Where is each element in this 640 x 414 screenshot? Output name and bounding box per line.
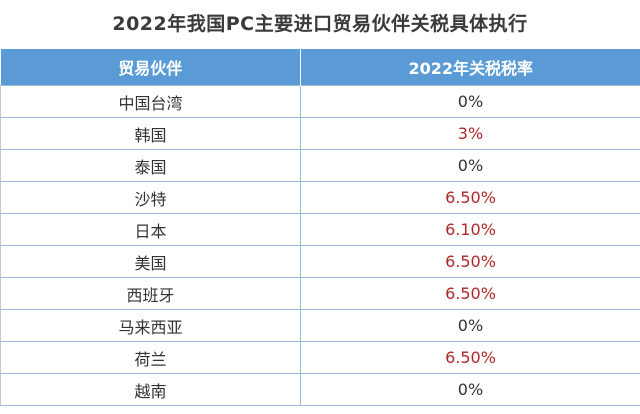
partner-cell: 沙特	[0, 181, 301, 214]
table-row: 西班牙 6.50%	[0, 277, 640, 310]
partner-cell: 日本	[0, 213, 301, 246]
table-row: 越南 0%	[0, 373, 640, 406]
table-row: 美国 6.50%	[0, 245, 640, 278]
table-title: 2022年我国PC主要进口贸易伙伴关税具体执行	[112, 13, 528, 35]
rate-cell: 0%	[300, 85, 640, 118]
rate-cell: 6.10%	[300, 213, 640, 246]
partner-cell: 荷兰	[0, 341, 301, 374]
rate-cell: 6.50%	[300, 181, 640, 214]
partner-cell: 泰国	[0, 149, 301, 182]
rate-cell: 6.50%	[300, 245, 640, 278]
partner-cell: 马来西亚	[0, 309, 301, 342]
table-row: 中国台湾 0%	[0, 85, 640, 118]
partner-cell: 越南	[0, 373, 301, 406]
rate-cell: 0%	[300, 149, 640, 182]
rate-cell: 6.50%	[300, 341, 640, 374]
rate-cell: 6.50%	[300, 277, 640, 310]
table-row: 荷兰 6.50%	[0, 341, 640, 374]
table-row: 马来西亚 0%	[0, 309, 640, 342]
rate-cell: 3%	[300, 117, 640, 150]
rate-cell: 0%	[300, 373, 640, 406]
table-row: 沙特 6.50%	[0, 181, 640, 214]
header-tariff-rate: 2022年关税税率	[300, 49, 640, 86]
table-header-row: 贸易伙伴 2022年关税税率	[0, 49, 640, 86]
table-row: 泰国 0%	[0, 149, 640, 182]
partner-cell: 中国台湾	[0, 85, 301, 118]
header-partner: 贸易伙伴	[0, 49, 301, 86]
partner-cell: 西班牙	[0, 277, 301, 310]
partner-cell: 韩国	[0, 117, 301, 150]
table-row: 日本 6.10%	[0, 213, 640, 246]
rate-cell: 0%	[300, 309, 640, 342]
table-row: 韩国 3%	[0, 117, 640, 150]
tariff-table: 贸易伙伴 2022年关税税率 中国台湾 0% 韩国 3% 泰国 0% 沙特 6.…	[0, 49, 640, 406]
partner-cell: 美国	[0, 245, 301, 278]
